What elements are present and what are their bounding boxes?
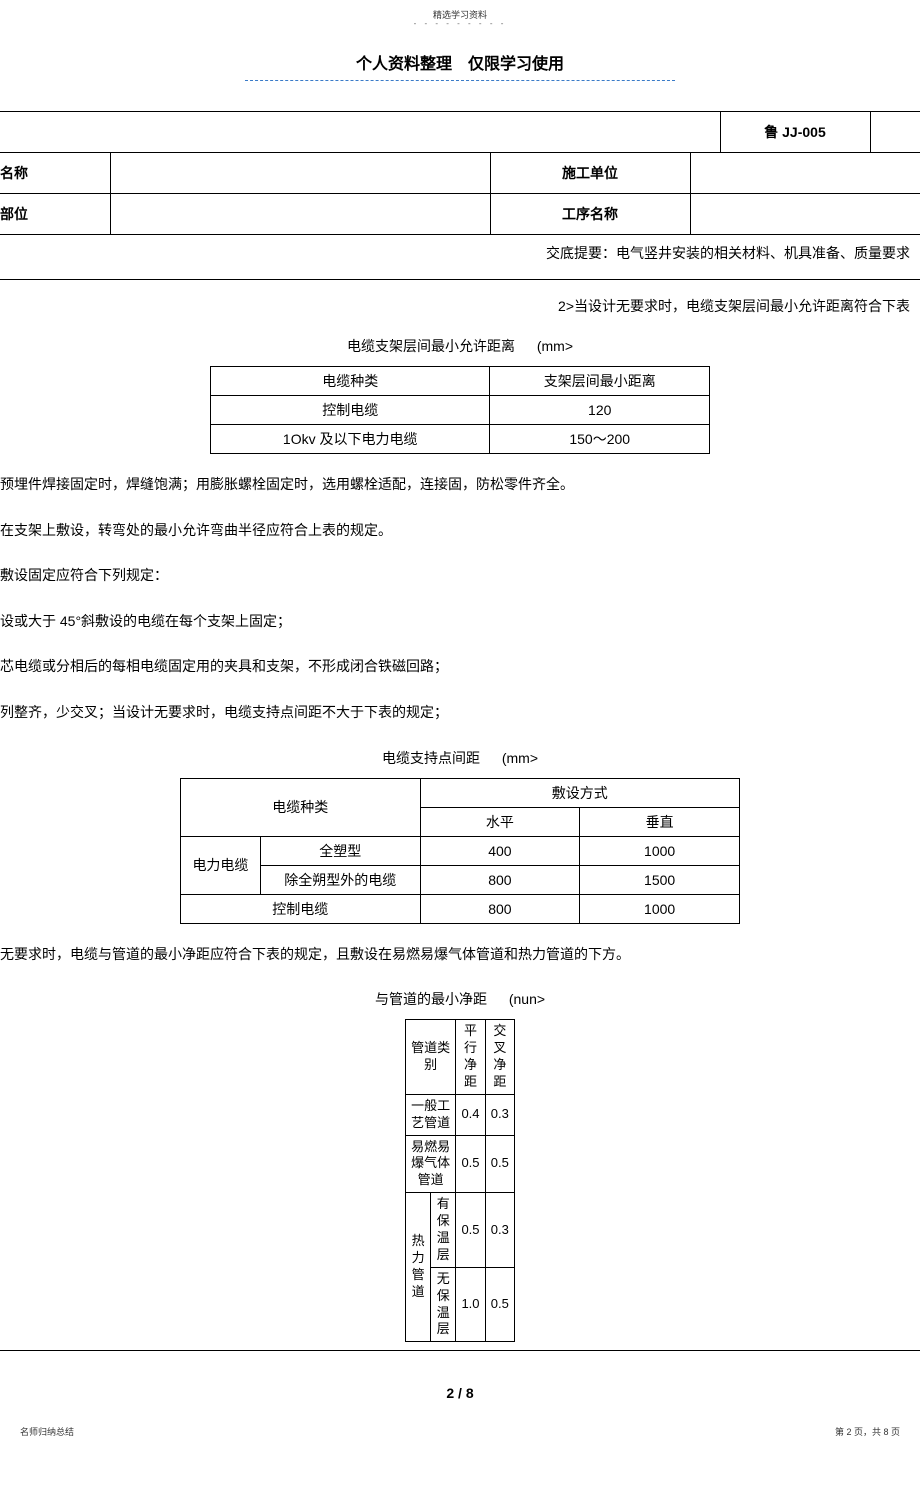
table1-units: (mm> [519, 338, 573, 354]
table3-caption-text: 与管道的最小净距 [375, 991, 487, 1007]
table2-power-label: 电力电缆 [181, 836, 261, 894]
table3-caption: 与管道的最小净距 (nun> [0, 977, 920, 1015]
form-value-unit [690, 153, 920, 194]
table2-cell: 1000 [580, 894, 740, 923]
table2-cell: 控制电缆 [181, 894, 421, 923]
table3-header-cross: 交叉净距 [485, 1020, 514, 1095]
divider [0, 1350, 920, 1351]
form-label-part: 部位 [0, 194, 110, 235]
top-watermark-label: 精选学习资料 [0, 0, 920, 21]
table3-cell: 0.3 [485, 1193, 514, 1268]
table2-cell: 1500 [580, 865, 740, 894]
doc-code-table: 鲁 JJ-005 [0, 111, 920, 152]
footer-labels: 名师归纳总结 第 2 页，共 8 页 [0, 1411, 920, 1438]
page-number: 2 / 8 [0, 1359, 920, 1411]
table2-cell: 800 [420, 865, 580, 894]
table3-heat-label: 热力管道 [406, 1193, 431, 1342]
table2-cell: 除全朔型外的电缆 [260, 865, 420, 894]
table2-header-horizontal: 水平 [420, 807, 580, 836]
page-header-title: 个人资料整理 仅限学习使用 [0, 28, 920, 80]
table3-cell: 有保温层 [431, 1193, 456, 1268]
divider [0, 279, 920, 280]
table3: 管道类别 平行净距 交叉净距 一般工艺管道 0.4 0.3 易燃易爆气体管道 0… [405, 1019, 515, 1342]
table1-cell: 120 [490, 396, 710, 425]
table3-cell: 0.4 [456, 1094, 485, 1135]
table3-units: (nun> [491, 991, 545, 1007]
paragraph: 预埋件焊接固定时，焊缝饱满；用膨胀螺栓固定时，选用螺栓适配，连接固，防松零件齐全… [0, 462, 920, 508]
table3-cell: 0.5 [456, 1193, 485, 1268]
empty-cell [0, 112, 720, 153]
table2-header-method: 敷设方式 [420, 778, 739, 807]
table1-caption-text: 电缆支架层间最小允许距离 [347, 338, 515, 354]
header-underline [245, 80, 675, 81]
table1-cell: 控制电缆 [211, 396, 490, 425]
table3-cell: 易燃易爆气体管道 [406, 1135, 456, 1193]
form-table: 名称 施工单位 部位 工序名称 [0, 152, 920, 235]
table3-cell: 0.5 [456, 1135, 485, 1193]
table2-cell: 全塑型 [260, 836, 420, 865]
doc-code: 鲁 JJ-005 [720, 112, 870, 153]
table3-cell: 0.3 [485, 1094, 514, 1135]
note-summary: 交底提要：电气竖井安装的相关材料、机具准备、质量要求 [0, 235, 920, 271]
top-watermark-dashes: - - - - - - - - - [0, 19, 920, 28]
table3-header-pipe-type: 管道类别 [406, 1020, 456, 1095]
table1-caption: 电缆支架层间最小允许距离 (mm> [0, 324, 920, 362]
table2-units: (mm> [484, 750, 538, 766]
empty-cell [870, 112, 920, 153]
form-label-unit: 施工单位 [490, 153, 690, 194]
table2-cell: 400 [420, 836, 580, 865]
paragraph: 设或大于 45°斜敷设的电缆在每个支架上固定； [0, 599, 920, 645]
table2: 电缆种类 敷设方式 水平 垂直 电力电缆 全塑型 400 1000 除全朔型外的… [180, 778, 740, 924]
paragraph: 敷设固定应符合下列规定： [0, 553, 920, 599]
table2-header-vertical: 垂直 [580, 807, 740, 836]
table2-cell: 800 [420, 894, 580, 923]
table1-cell: 150～200 [490, 425, 710, 454]
paragraph: 芯电缆或分相后的每相电缆固定用的夹具和支架，不形成闭合铁磁回路； [0, 644, 920, 690]
paragraph: 列整齐，少交叉；当设计无要求时，电缆支持点间距不大于下表的规定； [0, 690, 920, 736]
table1: 电缆种类 支架层间最小距离 控制电缆 120 1Okv 及以下电力电缆 150～… [210, 366, 710, 454]
note-design: 2>当设计无要求时，电缆支架层间最小允许距离符合下表 [0, 288, 920, 324]
footer-right-label: 第 2 页，共 8 页 [835, 1425, 900, 1438]
table3-cell: 一般工艺管道 [406, 1094, 456, 1135]
form-value-process [690, 194, 920, 235]
paragraph: 在支架上敷设，转弯处的最小允许弯曲半径应符合上表的规定。 [0, 508, 920, 554]
table2-cell: 1000 [580, 836, 740, 865]
form-value-part [110, 194, 490, 235]
paragraph: 无要求时，电缆与管道的最小净距应符合下表的规定，且敷设在易燃易爆气体管道和热力管… [0, 932, 920, 978]
form-label-name: 名称 [0, 153, 110, 194]
form-label-process: 工序名称 [490, 194, 690, 235]
table3-cell: 0.5 [485, 1267, 514, 1342]
table1-cell: 1Okv 及以下电力电缆 [211, 425, 490, 454]
table3-header-parallel: 平行净距 [456, 1020, 485, 1095]
table3-cell: 无保温层 [431, 1267, 456, 1342]
form-value-name [110, 153, 490, 194]
table1-header-distance: 支架层间最小距离 [490, 367, 710, 396]
table2-caption: 电缆支持点间距 (mm> [0, 736, 920, 774]
table1-header-type: 电缆种类 [211, 367, 490, 396]
table2-caption-text: 电缆支持点间距 [382, 750, 480, 766]
table2-header-category: 电缆种类 [181, 778, 421, 836]
table3-cell: 0.5 [485, 1135, 514, 1193]
table3-cell: 1.0 [456, 1267, 485, 1342]
footer-left-label: 名师归纳总结 [20, 1425, 74, 1438]
